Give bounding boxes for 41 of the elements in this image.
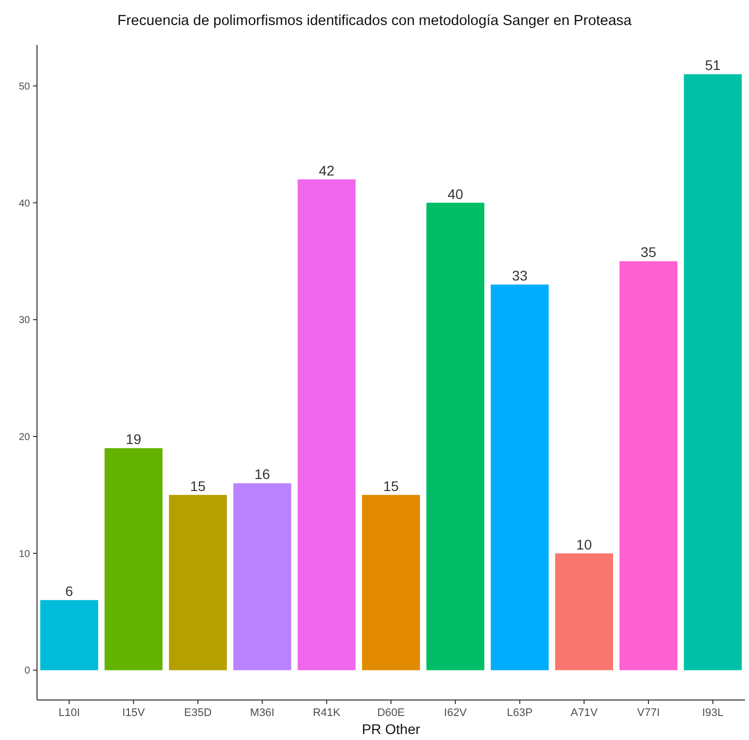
data-label: 19 [126, 431, 142, 448]
x-tick-label: L63P [506, 707, 533, 719]
x-tick-label: A71V [570, 707, 598, 719]
x-tick-label: M36I [250, 707, 275, 719]
bar [298, 179, 356, 670]
data-label: 40 [448, 186, 464, 202]
x-tick-label: E35D [184, 707, 212, 719]
x-tick-label: I15V [122, 707, 146, 719]
bar [362, 494, 420, 670]
data-label: 16 [254, 466, 270, 482]
chart-title: Frecuencia de polimorfismos identificados con metodología Sanger en Proteasa [117, 13, 633, 29]
bar [490, 284, 549, 670]
x-tick-label: I62V [444, 707, 468, 719]
data-label: 35 [640, 244, 656, 260]
x-axis-title: PR Other [362, 721, 421, 737]
y-tick-label: 30 [18, 315, 30, 326]
data-label: 51 [705, 57, 721, 74]
x-tick-label: I93L [702, 707, 724, 719]
bar [619, 261, 678, 670]
data-label: 15 [383, 478, 399, 494]
data-label: 6 [65, 583, 74, 600]
y-tick-label: 50 [18, 81, 30, 92]
bar [426, 202, 484, 670]
bar [40, 600, 98, 670]
bar [104, 448, 163, 670]
bar [233, 483, 292, 670]
y-tick-label: 10 [18, 548, 30, 560]
bar [168, 494, 227, 670]
x-tick-label: V77I [637, 707, 660, 719]
data-label: 42 [318, 162, 335, 178]
x-tick-label: L10I [58, 707, 80, 719]
y-tick-label: 20 [18, 432, 30, 443]
data-label: 10 [576, 536, 592, 552]
x-tick-label: D60E [377, 707, 405, 719]
bar [555, 553, 614, 670]
data-label: 15 [190, 478, 206, 494]
y-tick-label: 0 [24, 666, 30, 677]
x-tick-label: R41K [312, 707, 342, 719]
data-label: 33 [512, 268, 528, 284]
bar [684, 74, 742, 670]
y-tick-label: 40 [18, 198, 30, 210]
